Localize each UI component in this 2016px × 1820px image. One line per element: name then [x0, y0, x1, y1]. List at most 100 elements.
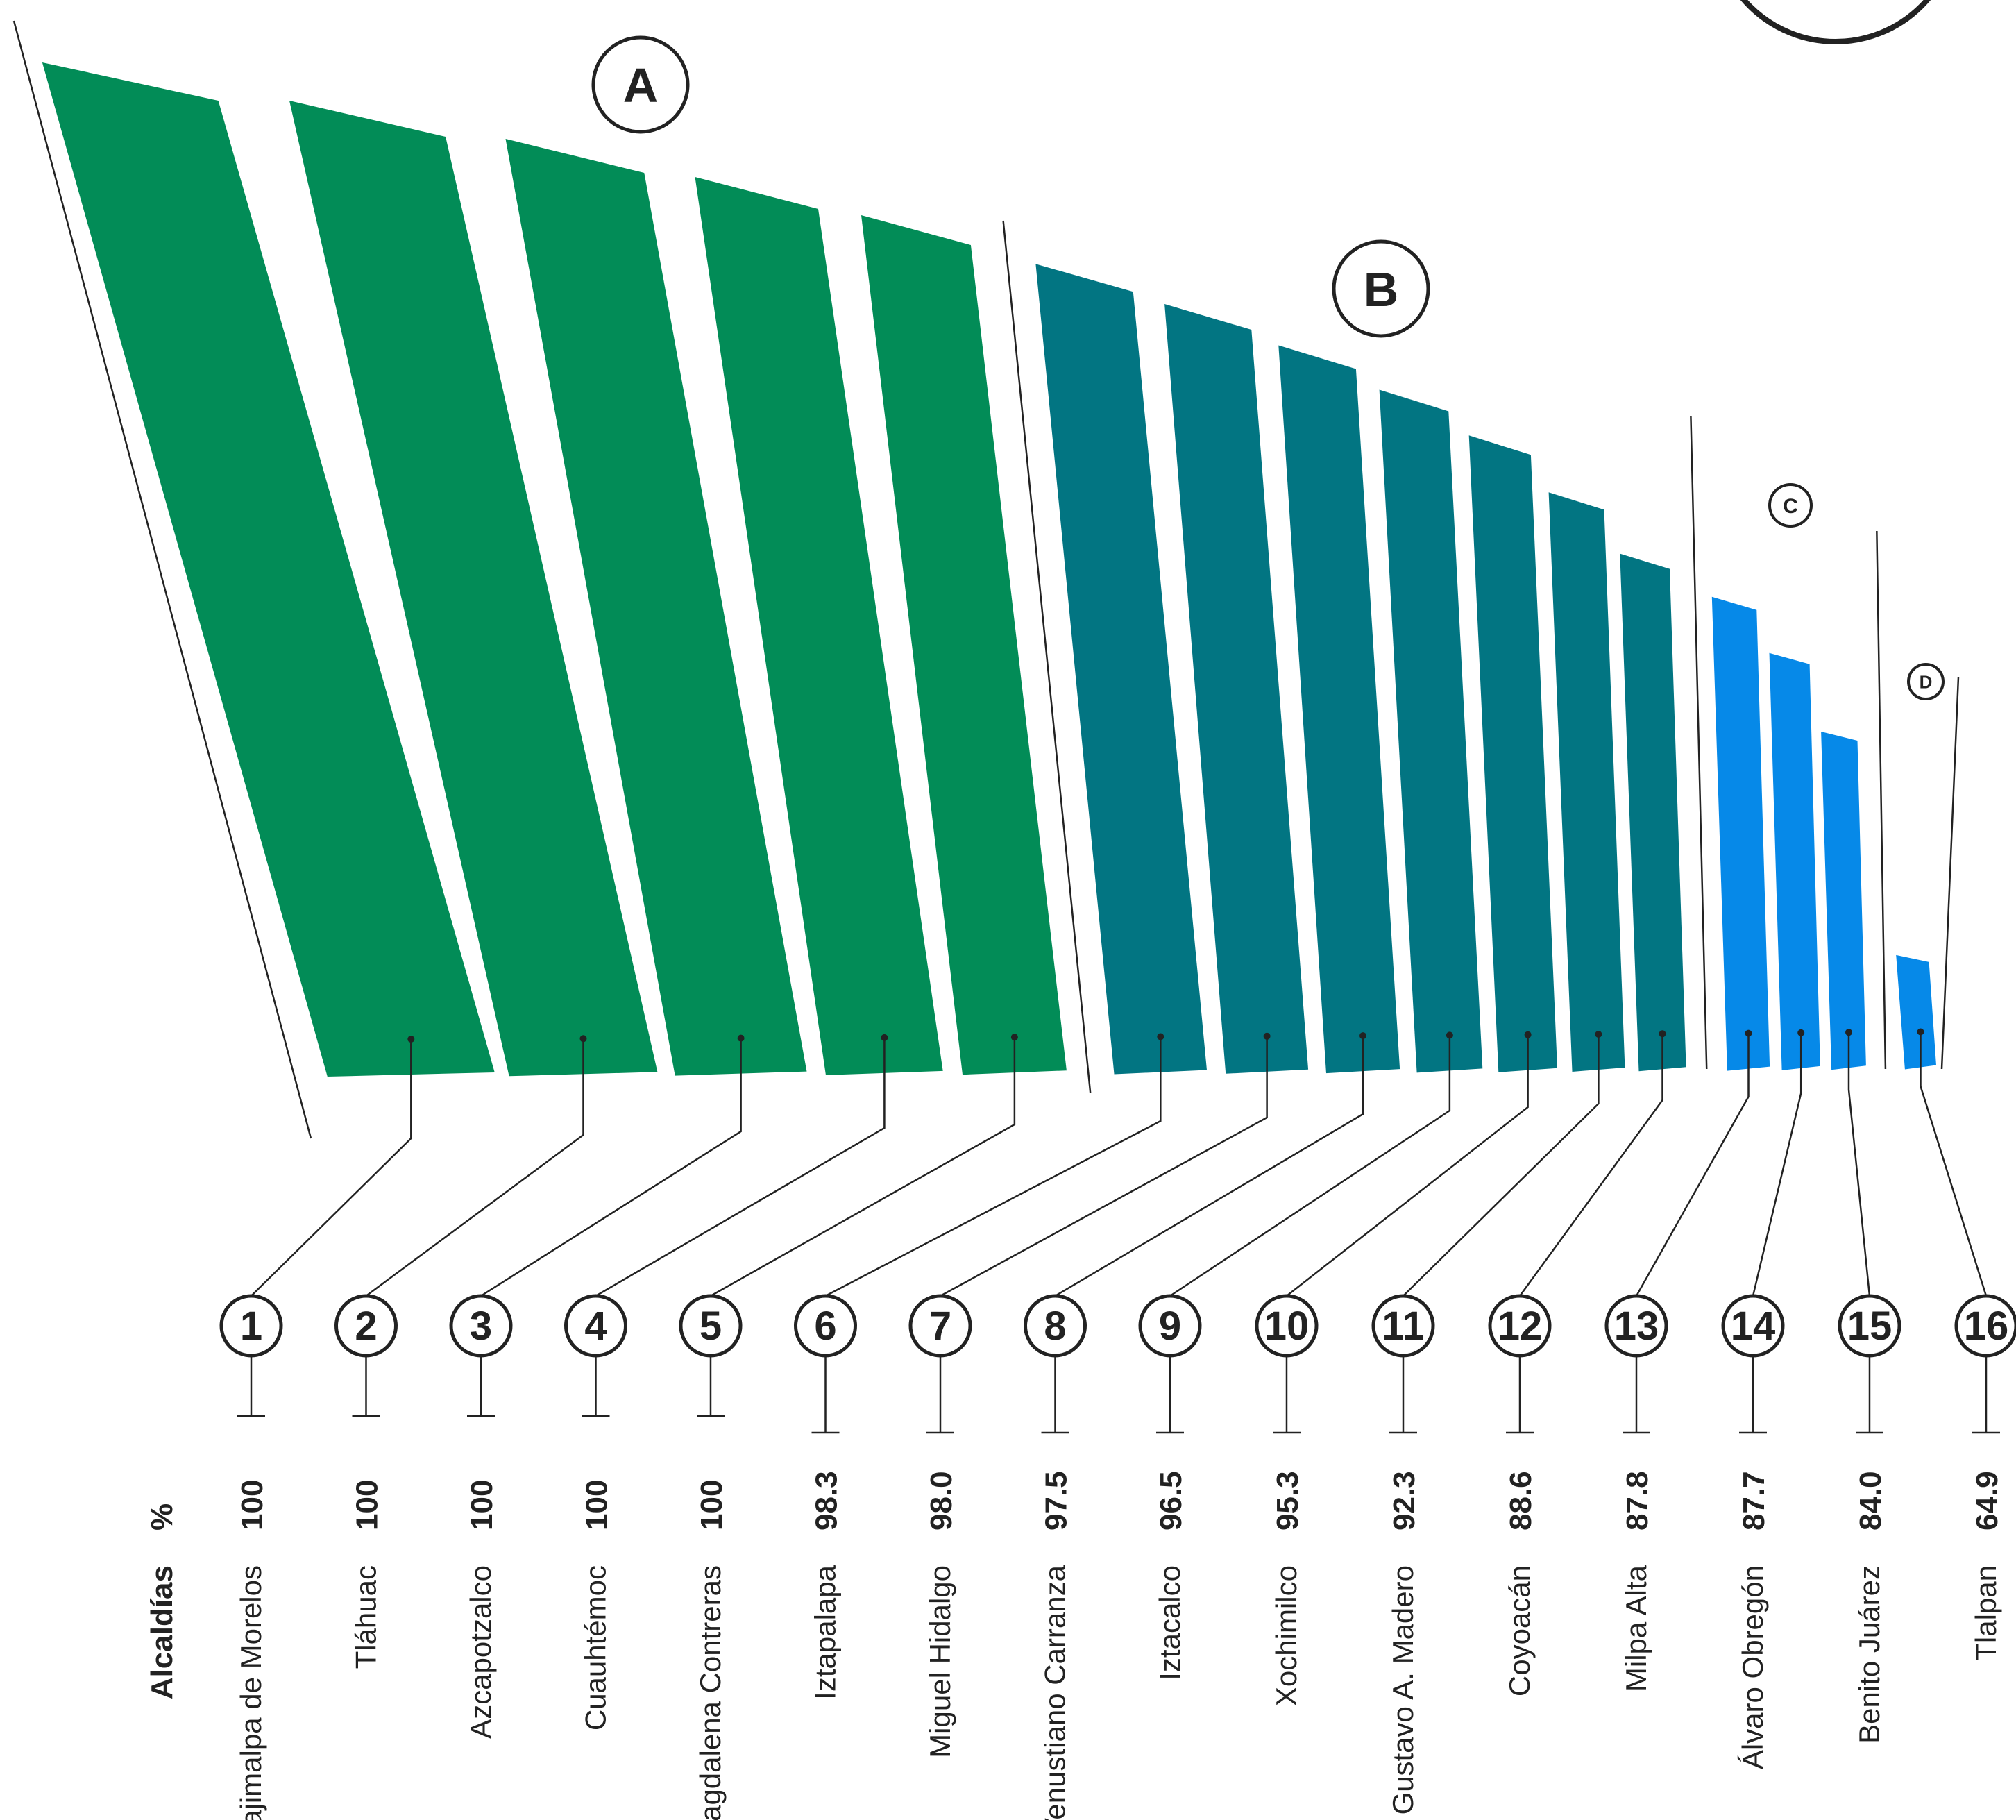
rank-number: 10 — [1264, 1304, 1310, 1349]
category-label: Cuauhtémoc — [579, 1565, 612, 1730]
category-label: Benito Juárez — [1853, 1565, 1886, 1744]
value-label: 87.7 — [1737, 1471, 1771, 1531]
group-divider — [1940, 676, 1960, 1070]
bar-9 — [1379, 389, 1483, 1073]
bar-12 — [1620, 553, 1686, 1072]
rank-badge — [1138, 1294, 1202, 1358]
value-label: 100 — [350, 1480, 384, 1531]
group-divider — [12, 20, 312, 1139]
rank-number: 8 — [1044, 1304, 1066, 1349]
bar-8 — [1278, 345, 1400, 1074]
leader-line — [251, 1039, 412, 1297]
leader-line — [940, 1036, 1268, 1297]
bar-16 — [1896, 954, 1936, 1070]
leader-line — [824, 1036, 1162, 1297]
group-badge — [1768, 483, 1813, 528]
value-label: 96.5 — [1154, 1471, 1188, 1531]
value-label: 100 — [465, 1480, 499, 1531]
category-label: Álvaro Obregón — [1736, 1565, 1769, 1769]
rank-badge — [219, 1294, 283, 1358]
rank-badge — [1255, 1294, 1319, 1358]
category-label: Miguel Hidalgo — [924, 1565, 956, 1758]
value-label: 87.8 — [1620, 1471, 1654, 1531]
leader-line — [1518, 1034, 1663, 1297]
bar-6 — [1035, 264, 1207, 1075]
bar-1 — [42, 62, 495, 1077]
group-labels: A B C D — [591, 35, 1945, 700]
category-label: Azcapotzalco — [464, 1565, 497, 1739]
rank-badge — [1838, 1294, 1901, 1358]
header-label: Alcaldías — [145, 1565, 179, 1699]
group-label: A — [623, 58, 659, 112]
leader-line — [1054, 1036, 1364, 1297]
group-divider — [1690, 416, 1708, 1070]
group-label: B — [1364, 262, 1399, 317]
rank-number: 2 — [355, 1304, 377, 1349]
bar-13 — [1711, 596, 1770, 1071]
category-label: Coyoacán — [1503, 1565, 1536, 1696]
value-label: 100 — [580, 1480, 614, 1531]
rank-badge — [908, 1294, 972, 1358]
value-label: 95.3 — [1271, 1471, 1305, 1531]
value-label: 98.0 — [924, 1471, 958, 1531]
rank-badge — [449, 1294, 513, 1358]
rank-badge — [334, 1294, 398, 1358]
rank-number: 12 — [1498, 1304, 1543, 1349]
rank-badge — [564, 1294, 627, 1358]
rank-number: 14 — [1731, 1304, 1776, 1349]
value-label: 84.0 — [1854, 1471, 1888, 1531]
rank-badges: 1 2 3 4 5 6 7 8 9 10 11 12 13 14 15 16 — [219, 1294, 2016, 1358]
rank-badge — [1024, 1294, 1087, 1358]
rank-number: 7 — [929, 1304, 951, 1349]
leader-line — [365, 1038, 584, 1297]
group-badge — [1332, 239, 1430, 338]
leader-line — [1847, 1032, 1871, 1297]
rank-number: 5 — [700, 1304, 722, 1349]
value-label: 64.9 — [1970, 1471, 2004, 1531]
bar-10 — [1468, 435, 1557, 1072]
group-badge — [1907, 663, 1945, 700]
category-label: Iztapalapa — [809, 1565, 842, 1699]
category-label: Gustavo A. Madero — [1387, 1565, 1419, 1815]
rank-badge — [1954, 1294, 2016, 1358]
group-badge — [591, 35, 690, 134]
leader-line — [480, 1038, 742, 1297]
rank-badge — [1721, 1294, 1785, 1358]
leader-line — [1752, 1032, 1802, 1297]
header-unit: % — [145, 1503, 179, 1531]
rank-number: 11 — [1382, 1304, 1424, 1349]
category-label: Tlalpan — [1970, 1565, 2002, 1661]
value-label: 97.5 — [1040, 1471, 1074, 1531]
rank-badge — [679, 1294, 743, 1358]
decorative-circle-fragment — [1740, 0, 1931, 44]
group-divider — [1876, 530, 1887, 1070]
category-label: Magdalena Contreras — [694, 1565, 727, 1820]
leader-line — [1403, 1034, 1600, 1297]
rank-badge — [1604, 1294, 1668, 1358]
bar-2 — [289, 101, 658, 1077]
group-dividers — [12, 20, 1960, 1139]
leader-line — [595, 1037, 886, 1297]
bar-3 — [505, 139, 807, 1076]
bar-7 — [1164, 304, 1309, 1074]
group-label: C — [1783, 495, 1798, 518]
group-divider — [1002, 220, 1092, 1094]
bar-11 — [1548, 492, 1625, 1072]
bar-14 — [1769, 652, 1820, 1070]
leader-line — [710, 1037, 1016, 1297]
category-label: Venustiano Carranza — [1039, 1565, 1071, 1820]
value-label: 100 — [235, 1480, 269, 1531]
value-label: 98.3 — [810, 1471, 844, 1531]
category-label: Milpa Alta — [1620, 1565, 1652, 1692]
bottom-labels: % Alcaldías 100 Cuajimalpa de Morelos 100 T… — [145, 1471, 2004, 1820]
bar-15 — [1821, 732, 1866, 1070]
rank-number: 13 — [1614, 1304, 1659, 1349]
bars-layer — [42, 62, 1936, 1077]
value-label: 92.3 — [1387, 1471, 1421, 1531]
rank-badge — [794, 1294, 857, 1358]
bar-4 — [695, 177, 943, 1075]
category-label: Iztacalco — [1153, 1565, 1186, 1680]
category-label: Cuajimalpa de Morelos — [235, 1565, 267, 1820]
value-label: 88.6 — [1504, 1471, 1538, 1531]
category-label: Xochimilco — [1270, 1565, 1303, 1706]
